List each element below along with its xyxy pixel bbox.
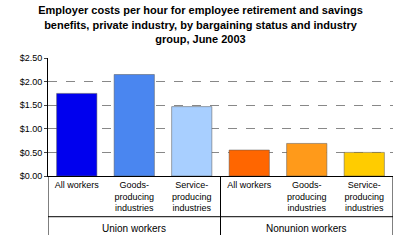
svg-text:Goods-producingindustries: Goods-producingindustries [114,180,154,213]
svg-text:$2.00: $2.00 [20,77,43,87]
svg-text:$0.50: $0.50 [20,148,43,158]
svg-text:$1.00: $1.00 [20,124,43,134]
svg-text:Service-producingindustries: Service-producingindustries [344,180,384,213]
svg-text:All workers: All workers [227,180,272,190]
svg-text:Nonunion workers: Nonunion workers [266,223,347,234]
svg-text:Employer costs per hour for em: Employer costs per hour for employee ret… [38,4,363,45]
svg-text:Service-producingindustries: Service-producingindustries [172,180,212,213]
svg-text:$2.50: $2.50 [20,53,43,63]
svg-text:Union workers: Union workers [102,223,166,234]
svg-text:$0.00: $0.00 [20,171,43,181]
svg-text:Goods-producingindustries: Goods-producingindustries [287,180,327,213]
svg-text:$1.50: $1.50 [20,100,43,110]
svg-text:All workers: All workers [55,180,100,190]
